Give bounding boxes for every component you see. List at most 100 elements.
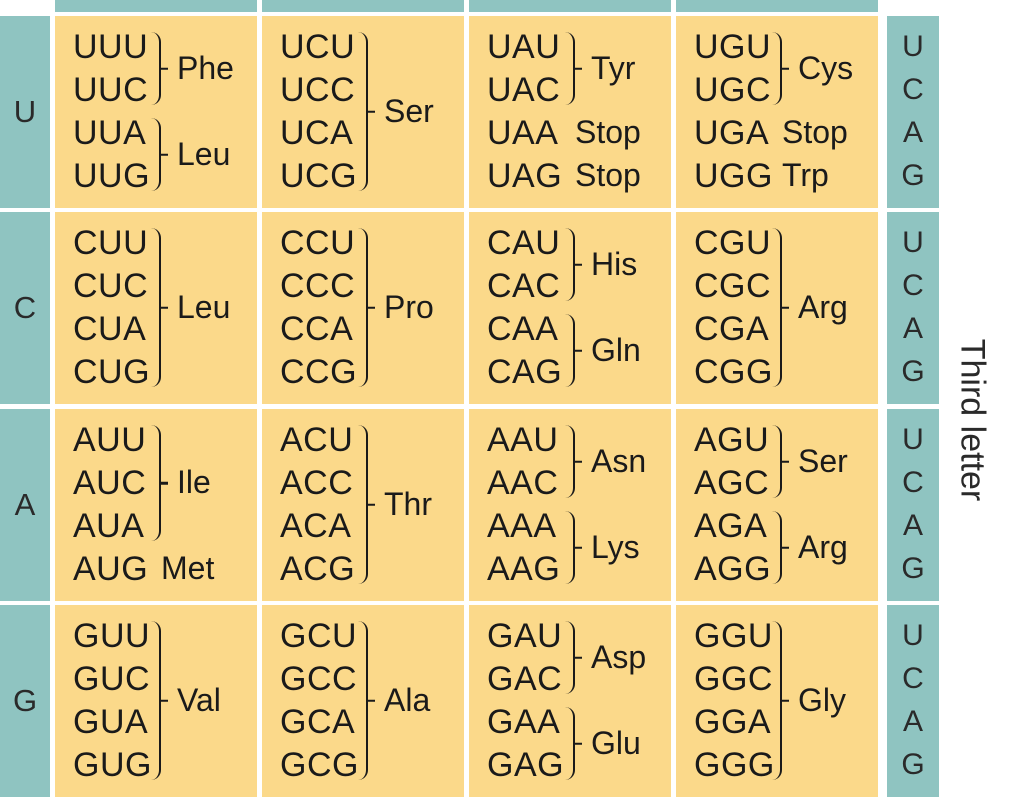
grouping-brace <box>565 425 575 498</box>
third-letter-axis-label: Third letter <box>953 338 992 502</box>
grouping-brace <box>358 32 368 191</box>
grouping-brace <box>565 228 575 301</box>
first-letter-cell: G <box>0 605 50 797</box>
codon-text: AUA <box>73 507 145 545</box>
third-letter: U <box>902 619 924 652</box>
amino-acid-label: Leu <box>177 135 231 172</box>
grouping-brace <box>358 425 368 584</box>
codon-text: UAC <box>487 71 561 109</box>
codon-text: CCC <box>280 267 356 305</box>
codon-text: CAA <box>487 310 559 348</box>
first-letter-cell: U <box>0 16 50 208</box>
codon-text: GUU <box>73 617 151 655</box>
codon-text: AGG <box>694 550 772 588</box>
codon-text: CUG <box>73 353 151 391</box>
second-letter-header-strip <box>676 0 878 12</box>
amino-acid-label: Stop <box>575 157 641 193</box>
amino-acid-label: Cys <box>798 49 854 86</box>
codon-text: UCU <box>280 28 356 66</box>
codon-text: CAU <box>487 224 561 262</box>
third-letter: C <box>902 466 924 499</box>
third-letter: A <box>902 509 923 542</box>
amino-acid-label: Glu <box>591 724 641 761</box>
amino-acid-label: Ala <box>384 681 431 718</box>
codon-text: UAA <box>487 114 559 152</box>
third-letter-column <box>887 16 939 208</box>
codon-text: GUC <box>73 660 151 698</box>
codon-text: AUU <box>73 421 147 459</box>
third-letter: A <box>902 312 923 345</box>
codon-text: UGU <box>694 28 772 66</box>
grouping-brace <box>565 621 575 694</box>
codon-text: GAA <box>487 703 561 741</box>
codon-text: CUU <box>73 224 149 262</box>
grouping-brace <box>772 511 782 584</box>
amino-acid-label: Leu <box>177 288 231 325</box>
codon-text: CAC <box>487 267 561 305</box>
first-letter-cell: A <box>0 409 50 601</box>
third-letter-column <box>887 605 939 797</box>
codon-text: GCC <box>280 660 358 698</box>
amino-acid-label: Lys <box>591 528 640 565</box>
codon-text: GCA <box>280 703 356 741</box>
codon-text: GAC <box>487 660 563 698</box>
codon-text: AAC <box>487 464 559 502</box>
third-letter: U <box>902 30 924 63</box>
third-letter: U <box>902 226 924 259</box>
codon-text: CAG <box>487 353 563 391</box>
codon-text: UUC <box>73 71 149 109</box>
amino-acid-label: Stop <box>782 114 848 150</box>
grouping-brace <box>772 425 782 498</box>
grouping-brace <box>151 118 161 191</box>
grouping-brace <box>772 228 782 387</box>
third-letter: C <box>902 269 924 302</box>
amino-acid-label: Ser <box>384 92 434 129</box>
codon-text: CGC <box>694 267 772 305</box>
codon-text: CUA <box>73 310 147 348</box>
codon-text: CCG <box>280 353 358 391</box>
codon-text: AAA <box>487 507 557 545</box>
codon-text: AGU <box>694 421 770 459</box>
codon-text: UGA <box>694 114 770 152</box>
amino-acid-label: Val <box>177 681 221 718</box>
amino-acid-label: Asn <box>591 442 647 479</box>
third-letter: C <box>902 662 924 695</box>
second-letter-header-strip <box>469 0 671 12</box>
grouping-brace <box>565 707 575 780</box>
codon-text: GGC <box>694 660 773 698</box>
third-letter: G <box>901 552 925 585</box>
codon-text: UGC <box>694 71 772 109</box>
codon-text: GCG <box>280 746 359 784</box>
codon-text: UUA <box>73 114 147 152</box>
third-letter-column <box>887 409 939 601</box>
grouping-brace <box>151 425 161 541</box>
codon-text: UUG <box>73 157 151 195</box>
codon-text: GAG <box>487 746 565 784</box>
codon-text: CGA <box>694 310 770 348</box>
codon-text: ACA <box>280 507 352 545</box>
amino-acid-label: Ser <box>798 442 848 479</box>
amino-acid-label: Phe <box>177 49 234 86</box>
amino-acid-label: Pro <box>384 288 434 325</box>
third-letter-column <box>887 212 939 404</box>
amino-acid-label: Asp <box>591 638 647 675</box>
codon-text: AGC <box>694 464 770 502</box>
codon-text: AAG <box>487 550 561 588</box>
grouping-brace <box>151 228 161 387</box>
amino-acid-label: Gln <box>591 331 641 368</box>
codon-text: UAU <box>487 28 561 66</box>
codon-text: ACC <box>280 464 354 502</box>
amino-acid-label: Tyr <box>591 49 636 86</box>
codon-text: UGG <box>694 157 773 195</box>
third-letter: G <box>901 748 925 781</box>
codon-text: AGA <box>694 507 768 545</box>
amino-acid-label: Stop <box>575 114 641 150</box>
codon-text: CCU <box>280 224 356 262</box>
grouping-brace <box>565 314 575 387</box>
amino-acid-label: Arg <box>798 288 848 325</box>
grouping-brace <box>151 621 161 780</box>
third-letter: C <box>902 73 924 106</box>
codon-text: AAU <box>487 421 559 459</box>
third-letter: G <box>901 159 925 192</box>
